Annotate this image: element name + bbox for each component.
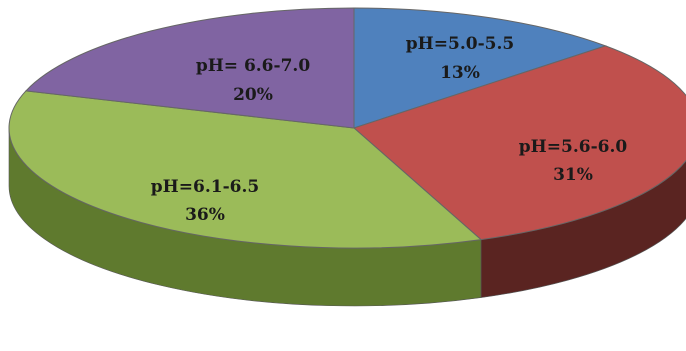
pie-slice-ph-5-0-5-5 <box>353 7 608 129</box>
slice-label-ph-5-0-5-5: pH=5.0-5.5 <box>406 34 514 54</box>
slice-value-ph-5-6-6-0: 31% <box>553 165 593 185</box>
slice-label-ph-5-6-6-0: pH=5.6-6.0 <box>519 137 628 157</box>
slice-value-ph-6-1-6-5: 36% <box>185 205 225 225</box>
pie-tops <box>8 7 686 249</box>
pie-slice-ph-6-1-6-5 <box>8 90 483 249</box>
slice-value-ph-6-6-7-0: 20% <box>233 85 273 105</box>
pie-slice-ph-6-6-7-0 <box>24 7 355 129</box>
pie-slice-ph-5-6-6-0 <box>353 45 686 241</box>
slice-label-ph-6-1-6-5: pH=6.1-6.5 <box>151 177 259 197</box>
pie-labels: pH=5.0-5.5 13% pH=5.6-6.0 31% pH=6.1-6.5 36% p… <box>151 34 628 225</box>
slice-value-ph-5-0-5-5: 13% <box>440 63 480 83</box>
slice-label-ph-6-6-7-0: pH= 6.6-7.0 <box>196 56 310 76</box>
